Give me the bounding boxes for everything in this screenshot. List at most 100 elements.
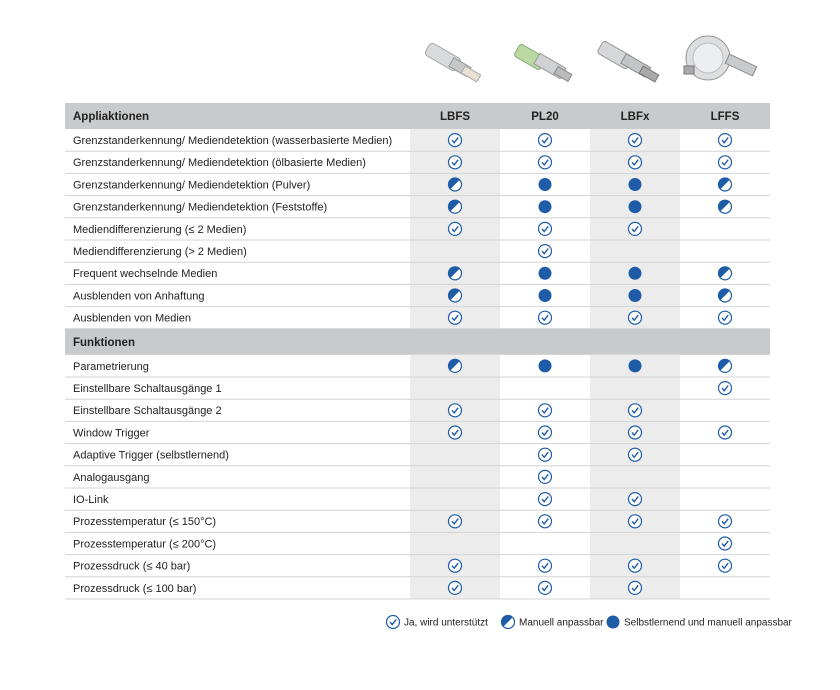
icon-half	[448, 178, 460, 190]
icon-ring	[717, 558, 733, 573]
status-icon-check	[447, 558, 463, 573]
icon-check	[451, 429, 459, 437]
icon-ring	[447, 155, 463, 170]
column-shade	[590, 354, 680, 599]
icon-check	[541, 407, 549, 415]
product-lffs	[683, 35, 758, 81]
status-icon-check	[717, 310, 733, 325]
status-icon-check	[447, 403, 463, 418]
row-label: Mediendifferenzierung (≤ 2 Medien)	[73, 224, 246, 236]
legend: Ja, wird unterstützt Manuell anpassbar Sel…	[385, 614, 793, 630]
status-icon-check	[627, 221, 643, 236]
row-label: Grenzstanderkennung/ Mediendetektion (Fe…	[73, 202, 327, 214]
status-icon-check	[627, 310, 643, 325]
legend-label: Manuell anpassbar	[519, 618, 604, 629]
row-label: Window Trigger	[73, 427, 150, 439]
icon-ring	[537, 514, 553, 529]
status-icon-check	[717, 536, 733, 551]
icon-half	[718, 200, 730, 212]
status-icon-check	[627, 447, 643, 462]
icon-ring	[537, 310, 553, 325]
icon-check	[631, 562, 639, 570]
icon-ring	[447, 558, 463, 573]
icon-half	[718, 178, 730, 190]
status-icon-check	[627, 492, 643, 507]
icon-check	[721, 429, 729, 437]
icon-ring	[627, 221, 643, 236]
status-icon-check	[447, 514, 463, 529]
row-label: Ausblenden von Medien	[73, 313, 191, 325]
icon-check	[451, 137, 459, 144]
icon-ring	[447, 403, 463, 418]
icon-ring	[447, 514, 463, 529]
status-icon-check	[385, 614, 401, 630]
status-icon-check	[627, 514, 643, 529]
column-header: LBFx	[621, 111, 650, 123]
status-icon-check	[717, 381, 733, 396]
status-icon-check	[537, 244, 553, 259]
icon-ring	[537, 403, 553, 418]
row-label: Prozessdruck (≤ 100 bar)	[73, 583, 196, 595]
icon-check	[721, 137, 729, 144]
icon-check	[631, 496, 639, 503]
icon-check	[451, 407, 459, 415]
icon-ring	[537, 469, 553, 484]
icon-ring	[627, 492, 643, 507]
status-icon-half	[717, 266, 733, 281]
icon-check	[451, 562, 459, 570]
row-label: Adaptive Trigger (selbstlernend)	[73, 450, 229, 462]
status-icon-check	[627, 558, 643, 573]
icon-check	[721, 518, 729, 526]
status-icon-check	[537, 155, 553, 170]
icon-fill	[628, 178, 642, 191]
icon-ring	[537, 492, 553, 507]
row-label: Ausblenden von Anhaftung	[73, 290, 205, 302]
column-header: LBFS	[440, 111, 470, 123]
status-icon-full	[628, 359, 642, 373]
icon-half	[448, 359, 460, 371]
icon-ring	[627, 403, 643, 418]
icon-ring	[447, 221, 463, 236]
icon-ring	[627, 133, 643, 148]
icon-ring	[537, 244, 553, 259]
row-label: Prozessdruck (≤ 40 bar)	[73, 561, 190, 573]
status-icon-check	[447, 425, 463, 440]
status-icon-check	[537, 447, 553, 462]
icon-check	[451, 225, 459, 233]
row-label: IO-Link	[73, 494, 109, 506]
icon-ring	[627, 580, 643, 596]
icon-fill	[628, 200, 642, 214]
status-icon-half	[717, 288, 733, 303]
status-icon-full	[628, 289, 642, 302]
section-title: Appliaktionen	[73, 111, 149, 123]
icon-half	[448, 266, 460, 278]
status-icon-check	[717, 155, 733, 170]
icon-half	[718, 289, 730, 301]
icon-ring	[717, 310, 733, 325]
product-pl20	[514, 44, 573, 83]
icon-check	[631, 407, 639, 415]
icon-check	[721, 540, 729, 548]
icon-check	[631, 584, 639, 592]
icon-ring	[537, 447, 553, 462]
icon-fill	[628, 289, 642, 302]
icon-ring	[537, 425, 553, 440]
icon-check	[631, 451, 639, 459]
icon-ring	[717, 425, 733, 440]
icon-fill	[538, 289, 552, 302]
status-icon-full	[538, 266, 552, 280]
icon-ring	[627, 447, 643, 462]
status-icon-check	[447, 221, 463, 236]
icon-ring	[717, 381, 733, 396]
row-label: Mediendifferenzierung (> 2 Medien)	[73, 246, 247, 258]
icon-fill	[538, 266, 552, 280]
icon-half	[718, 266, 730, 278]
table: Appliaktionen LBFS PL20 LBFx LFFS Grenzstande…	[65, 103, 770, 600]
status-icon-full	[538, 289, 552, 302]
product-images	[424, 35, 758, 83]
status-icon-check	[537, 558, 553, 573]
row-label: Grenzstanderkennung/ Mediendetektion (Pu…	[73, 179, 310, 191]
row-label: Einstellbare Schaltausgänge 1	[73, 383, 222, 395]
status-icon-check	[717, 558, 733, 573]
icon-ring	[627, 558, 643, 573]
